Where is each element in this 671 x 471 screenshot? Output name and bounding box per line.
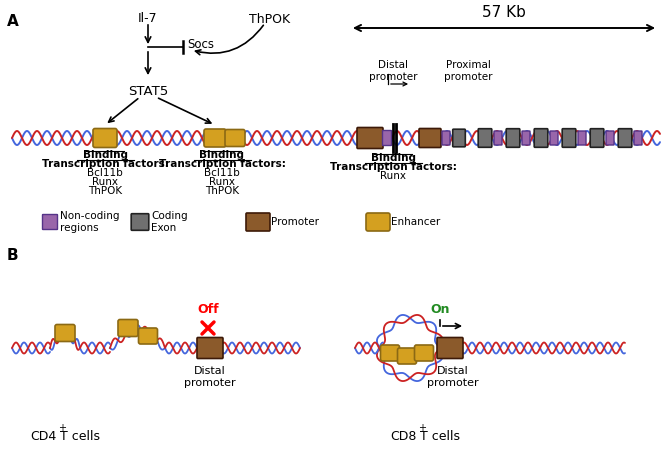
Text: CD8: CD8 [390,430,417,443]
Text: Enhancer: Enhancer [391,217,440,227]
FancyBboxPatch shape [506,129,520,147]
Text: Distal
promoter: Distal promoter [369,60,417,81]
FancyBboxPatch shape [132,214,149,230]
FancyBboxPatch shape [453,129,465,147]
Text: 57 Kb: 57 Kb [482,5,526,20]
Text: Coding
Exon: Coding Exon [151,211,188,233]
Text: ThPOK: ThPOK [88,186,122,196]
Text: Socs: Socs [187,39,214,51]
FancyBboxPatch shape [380,345,399,361]
FancyBboxPatch shape [590,129,604,147]
FancyBboxPatch shape [606,131,614,145]
FancyBboxPatch shape [437,338,463,358]
FancyBboxPatch shape [382,130,391,146]
FancyBboxPatch shape [562,129,576,147]
FancyBboxPatch shape [366,213,390,231]
Text: A: A [7,14,19,29]
FancyBboxPatch shape [419,129,441,147]
FancyBboxPatch shape [442,131,450,145]
Text: Proximal
promoter: Proximal promoter [444,60,493,81]
FancyBboxPatch shape [225,130,245,146]
Text: Transcription factors:: Transcription factors: [329,162,456,172]
Text: T cells: T cells [420,430,460,443]
Text: Distal
promoter: Distal promoter [184,366,236,388]
Text: ThPOK: ThPOK [205,186,239,196]
Text: Transcription factors:: Transcription factors: [42,159,168,169]
FancyBboxPatch shape [197,338,223,358]
FancyBboxPatch shape [55,325,75,341]
Text: Promoter: Promoter [271,217,319,227]
Text: Binding: Binding [83,150,127,160]
FancyBboxPatch shape [138,328,158,344]
Text: T cells: T cells [60,430,100,443]
FancyBboxPatch shape [522,131,530,145]
Text: On: On [430,303,450,316]
FancyBboxPatch shape [42,214,58,229]
Text: Runx: Runx [209,177,235,187]
FancyBboxPatch shape [578,131,586,145]
Text: Off: Off [197,303,219,316]
Text: CD4: CD4 [30,430,56,443]
Text: Distal
promoter: Distal promoter [427,366,479,388]
Text: +: + [58,423,66,433]
FancyBboxPatch shape [415,345,433,361]
FancyBboxPatch shape [634,131,642,145]
Text: STAT5: STAT5 [128,85,168,98]
FancyBboxPatch shape [550,131,558,145]
Text: B: B [7,248,19,263]
FancyBboxPatch shape [618,129,632,147]
FancyBboxPatch shape [478,129,492,147]
Text: Bcl11b: Bcl11b [87,168,123,178]
Text: Runx: Runx [92,177,118,187]
Text: Il-7: Il-7 [138,12,158,25]
Text: ThPOK: ThPOK [250,13,291,26]
FancyBboxPatch shape [534,129,548,147]
Text: Non-coding
regions: Non-coding regions [60,211,119,233]
FancyBboxPatch shape [494,131,502,145]
Text: Runx: Runx [380,171,406,181]
FancyBboxPatch shape [118,319,138,336]
Text: Binding: Binding [199,150,244,160]
FancyBboxPatch shape [93,129,117,147]
Text: Binding: Binding [370,153,415,163]
Text: +: + [418,423,426,433]
FancyBboxPatch shape [357,128,383,148]
FancyBboxPatch shape [246,213,270,231]
FancyBboxPatch shape [204,129,226,147]
Text: Bcl11b: Bcl11b [204,168,240,178]
FancyBboxPatch shape [397,348,417,364]
Text: Transcription factors:: Transcription factors: [158,159,285,169]
